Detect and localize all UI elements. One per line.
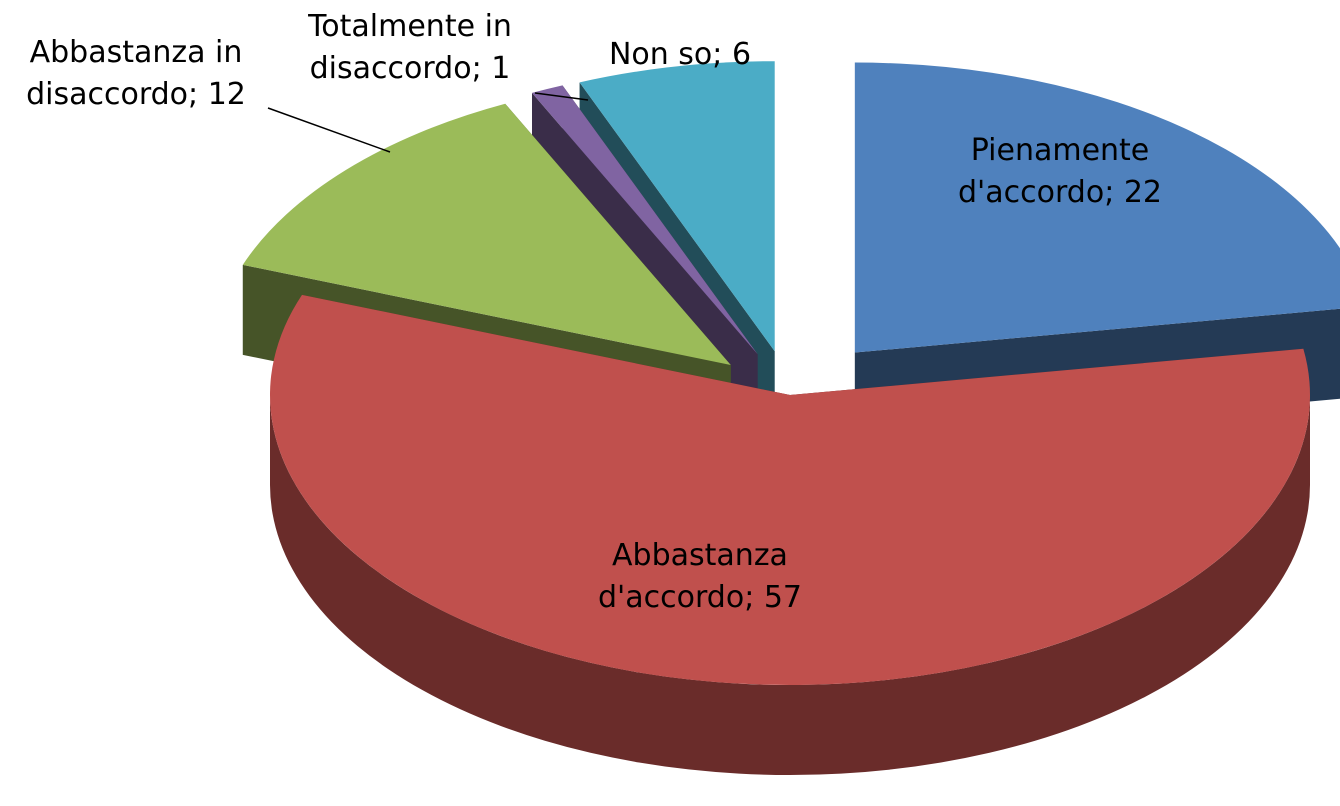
label-value: 12: [207, 77, 246, 112]
label-separator: ;: [1104, 175, 1124, 210]
label-value: 6: [731, 37, 752, 72]
leader-line: [267, 107, 391, 153]
data-label: Pienamente d'accordo; 22: [930, 130, 1190, 214]
label-value: 22: [1123, 175, 1163, 210]
label-category: Pienamente d'accordo: [957, 133, 1150, 210]
slice-top: [531, 85, 758, 355]
data-label-text: Non so; 6: [580, 34, 780, 76]
data-label: Totalmente in disaccordo; 1: [280, 6, 540, 90]
data-label-text: Pienamente d'accordo; 22: [930, 130, 1190, 214]
label-separator: ;: [471, 51, 492, 86]
slice-top: [854, 62, 1340, 353]
slice-side: [270, 395, 1310, 775]
data-label-text: Abbastanza in disaccordo; 12: [0, 32, 272, 116]
leader-line: [534, 92, 589, 101]
slice: [270, 294, 1310, 775]
slices: [242, 61, 1340, 775]
labels: Pienamente d'accordo; 22 Abbastanza d'acc…: [0, 6, 1190, 619]
data-label: Non so; 6: [580, 34, 780, 76]
label-separator: ;: [744, 580, 764, 615]
label-separator: ;: [188, 77, 208, 112]
data-label: Abbastanza d'accordo; 57: [570, 535, 830, 619]
data-label: Abbastanza in disaccordo; 12: [0, 32, 272, 116]
data-label-text: Abbastanza d'accordo; 57: [570, 535, 830, 619]
slice-top: [579, 61, 775, 352]
slice-top: [242, 103, 731, 366]
data-label-text: Totalmente in disaccordo; 1: [280, 6, 540, 90]
label-category: Totalmente in disaccordo: [308, 9, 512, 86]
label-category: Non so: [608, 37, 713, 72]
label-value: 57: [763, 580, 803, 615]
label-value: 1: [491, 51, 511, 86]
slice-top: [270, 294, 1310, 686]
label-category: Abbastanza d'accordo: [597, 538, 788, 615]
label-separator: ;: [712, 37, 732, 72]
label-category: Abbastanza in disaccordo: [26, 35, 243, 112]
